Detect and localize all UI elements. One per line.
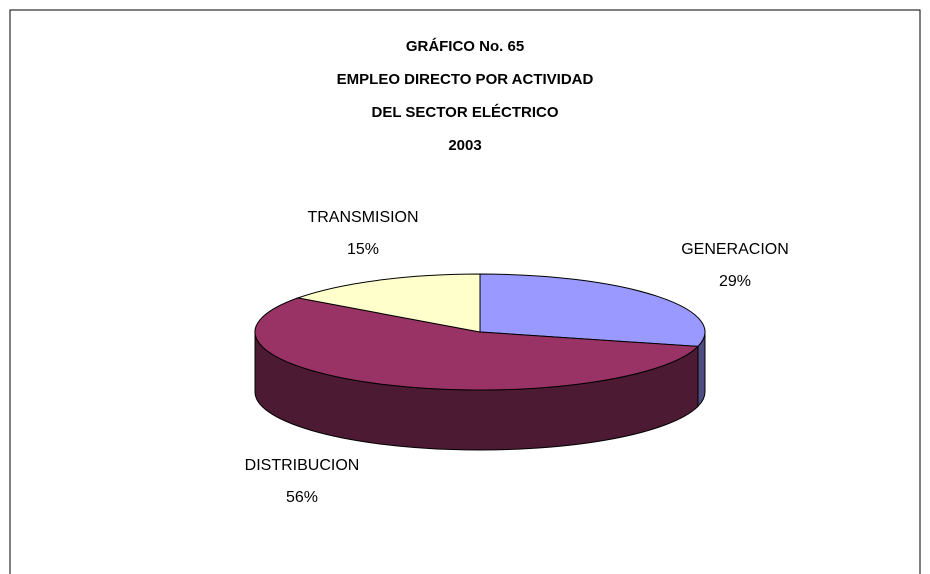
pie-slice bbox=[254, 297, 700, 391]
chart-frame bbox=[9, 9, 921, 574]
chart-title: GRÁFICO No. 65 bbox=[406, 38, 524, 55]
chart-title: 2003 bbox=[448, 137, 481, 154]
pie-slice bbox=[479, 273, 706, 347]
slice-value-label: 15% bbox=[347, 241, 379, 258]
slice-value-label: 56% bbox=[286, 489, 318, 506]
slice-value-label: 29% bbox=[719, 273, 751, 290]
slice-label: GENERACION bbox=[681, 241, 789, 258]
pie-slice bbox=[296, 273, 481, 333]
chart-title: DEL SECTOR ELÉCTRICO bbox=[372, 104, 559, 121]
slice-label: DISTRIBUCION bbox=[245, 457, 360, 474]
slice-label: TRANSMISION bbox=[307, 209, 418, 226]
chart-title: EMPLEO DIRECTO POR ACTIVIDAD bbox=[337, 71, 594, 88]
